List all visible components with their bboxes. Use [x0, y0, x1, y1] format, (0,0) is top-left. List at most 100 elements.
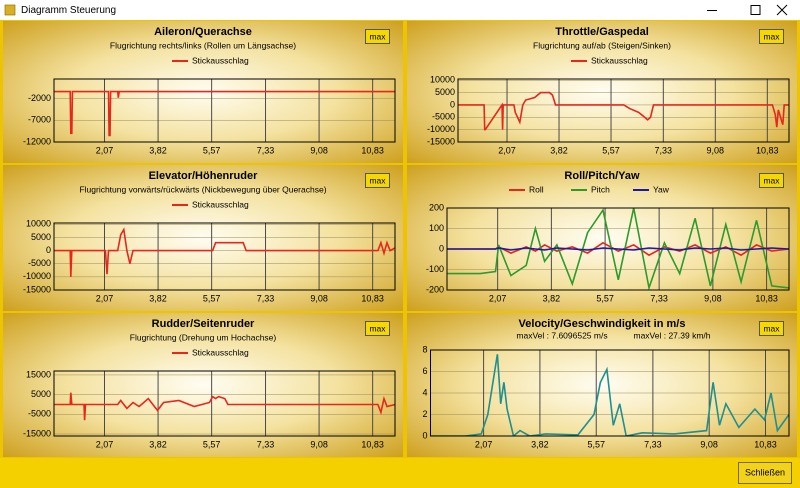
y-tick-label: -7000: [28, 115, 51, 125]
chart-panel: Elevator/Höhenruder max Flugrichtung vorwä…: [3, 165, 403, 311]
panel-background: [407, 21, 797, 163]
y-tick-label: 6: [422, 366, 427, 376]
chart-panel: Velocity/Geschwindigkeit in m/s max maxVel…: [407, 313, 797, 457]
y-tick-label: -200: [426, 284, 444, 294]
annotation: maxVel : 7.6096525 m/s: [516, 330, 607, 340]
x-tick-label: 9,08: [704, 293, 722, 303]
x-tick-label: 7,33: [257, 145, 275, 155]
chart-title: Velocity/Geschwindigkeit in m/s: [519, 318, 686, 330]
x-tick-label: 5,57: [587, 439, 605, 449]
y-tick-label: 4: [422, 387, 427, 397]
x-tick-label: 7,33: [655, 145, 673, 155]
chart-panel: Aileron/Querachse max Flugrichtung rechts/…: [3, 21, 403, 163]
x-tick-label: 7,33: [257, 439, 275, 449]
x-tick-label: 9,08: [310, 293, 328, 303]
chart-panel: Throttle/Gaspedal max Flugrichtung auf/ab …: [407, 21, 797, 163]
app-icon: [4, 4, 16, 16]
chart-title: Aileron/Querachse: [154, 26, 252, 38]
maximize-button[interactable]: [750, 5, 761, 15]
x-tick-label: 5,57: [602, 145, 620, 155]
y-tick-label: -15000: [427, 136, 455, 146]
max-button[interactable]: [365, 29, 390, 44]
x-tick-label: 10,83: [754, 439, 777, 449]
x-tick-label: 9,08: [310, 439, 328, 449]
max-button-label: max: [369, 31, 386, 41]
data-line: [447, 247, 789, 251]
x-tick-label: 2,07: [475, 439, 493, 449]
legend-label: Yaw: [653, 184, 670, 194]
legend-label: Stickausschlag: [192, 199, 249, 209]
y-tick-label: 0: [450, 99, 455, 109]
x-tick-label: 10,83: [361, 439, 384, 449]
y-tick-label: -100: [426, 264, 444, 274]
x-tick-label: 5,57: [203, 439, 221, 449]
max-button[interactable]: [365, 321, 390, 336]
data-line: [54, 90, 395, 137]
x-tick-label: 9,08: [310, 145, 328, 155]
x-tick-label: 3,82: [543, 293, 561, 303]
y-tick-label: 10000: [430, 75, 455, 85]
y-tick-label: -5000: [432, 112, 455, 122]
plot-border: [53, 222, 396, 291]
legend-label: Stickausschlag: [591, 55, 648, 65]
close-button[interactable]: [738, 462, 792, 484]
x-tick-label: 3,82: [531, 439, 549, 449]
chart-subtitle: Flugrichtung rechts/links (Rollen um Län…: [110, 40, 296, 50]
max-button-label: max: [763, 323, 780, 333]
x-tick-label: 9,08: [700, 439, 718, 449]
title-bar: [0, 0, 800, 20]
y-tick-label: -15000: [23, 284, 51, 294]
x-tick-label: 10,83: [361, 145, 384, 155]
data-line: [447, 208, 789, 290]
x-tick-label: 7,33: [644, 439, 662, 449]
max-button-label: max: [763, 31, 780, 41]
close-button-label: Schließen: [745, 467, 785, 477]
x-tick-label: 2,07: [96, 439, 114, 449]
plot-border: [430, 349, 790, 437]
plot-border: [53, 370, 396, 437]
chart-panel: Roll/Pitch/Yaw max Roll Pitch Yaw 200 100 0 -100…: [407, 165, 797, 311]
y-tick-label: -10000: [427, 124, 455, 134]
panel-background: [407, 313, 797, 457]
legend-label: Roll: [529, 184, 544, 194]
chart-title: Elevator/Höhenruder: [149, 170, 259, 182]
x-tick-label: 5,57: [203, 145, 221, 155]
y-tick-label: 5000: [435, 87, 455, 97]
max-button[interactable]: [759, 321, 784, 336]
max-button[interactable]: [365, 173, 390, 188]
y-tick-label: 100: [429, 223, 444, 233]
x-tick-label: 10,83: [756, 145, 779, 155]
x-tick-label: 2,07: [96, 145, 114, 155]
close-window-button[interactable]: [776, 4, 788, 16]
charts: Aileron/Querachse max Flugrichtung rechts/…: [3, 21, 797, 457]
x-tick-label: 5,57: [596, 293, 614, 303]
data-line: [54, 227, 395, 277]
max-button-label: max: [763, 175, 780, 185]
y-tick-label: 5000: [31, 389, 51, 399]
x-tick-label: 10,83: [361, 293, 384, 303]
y-tick-label: 200: [429, 202, 444, 212]
x-tick-label: 5,57: [203, 293, 221, 303]
y-tick-label: -12000: [23, 136, 51, 146]
chart-title: Roll/Pitch/Yaw: [564, 170, 640, 182]
max-button-label: max: [369, 323, 386, 333]
legend-label: Stickausschlag: [192, 347, 249, 357]
plot-border: [457, 78, 790, 143]
window-title: Diagramm Steuerung: [21, 5, 116, 16]
y-tick-label: -15000: [23, 428, 51, 438]
y-tick-label: 0: [46, 245, 51, 255]
x-tick-label: 2,07: [489, 293, 507, 303]
max-button[interactable]: [759, 29, 784, 44]
panel-background: [407, 165, 797, 311]
plot-border: [446, 207, 790, 291]
x-tick-label: 2,07: [96, 293, 114, 303]
y-tick-label: -5000: [28, 258, 51, 268]
chart-title: Rudder/Seitenruder: [152, 318, 255, 330]
x-tick-label: 10,83: [755, 293, 778, 303]
x-tick-label: 3,82: [550, 145, 568, 155]
x-tick-label: 7,33: [257, 293, 275, 303]
plot-border: [53, 78, 396, 143]
max-button-label: max: [369, 175, 386, 185]
max-button[interactable]: [759, 173, 784, 188]
x-tick-label: 3,82: [149, 439, 167, 449]
